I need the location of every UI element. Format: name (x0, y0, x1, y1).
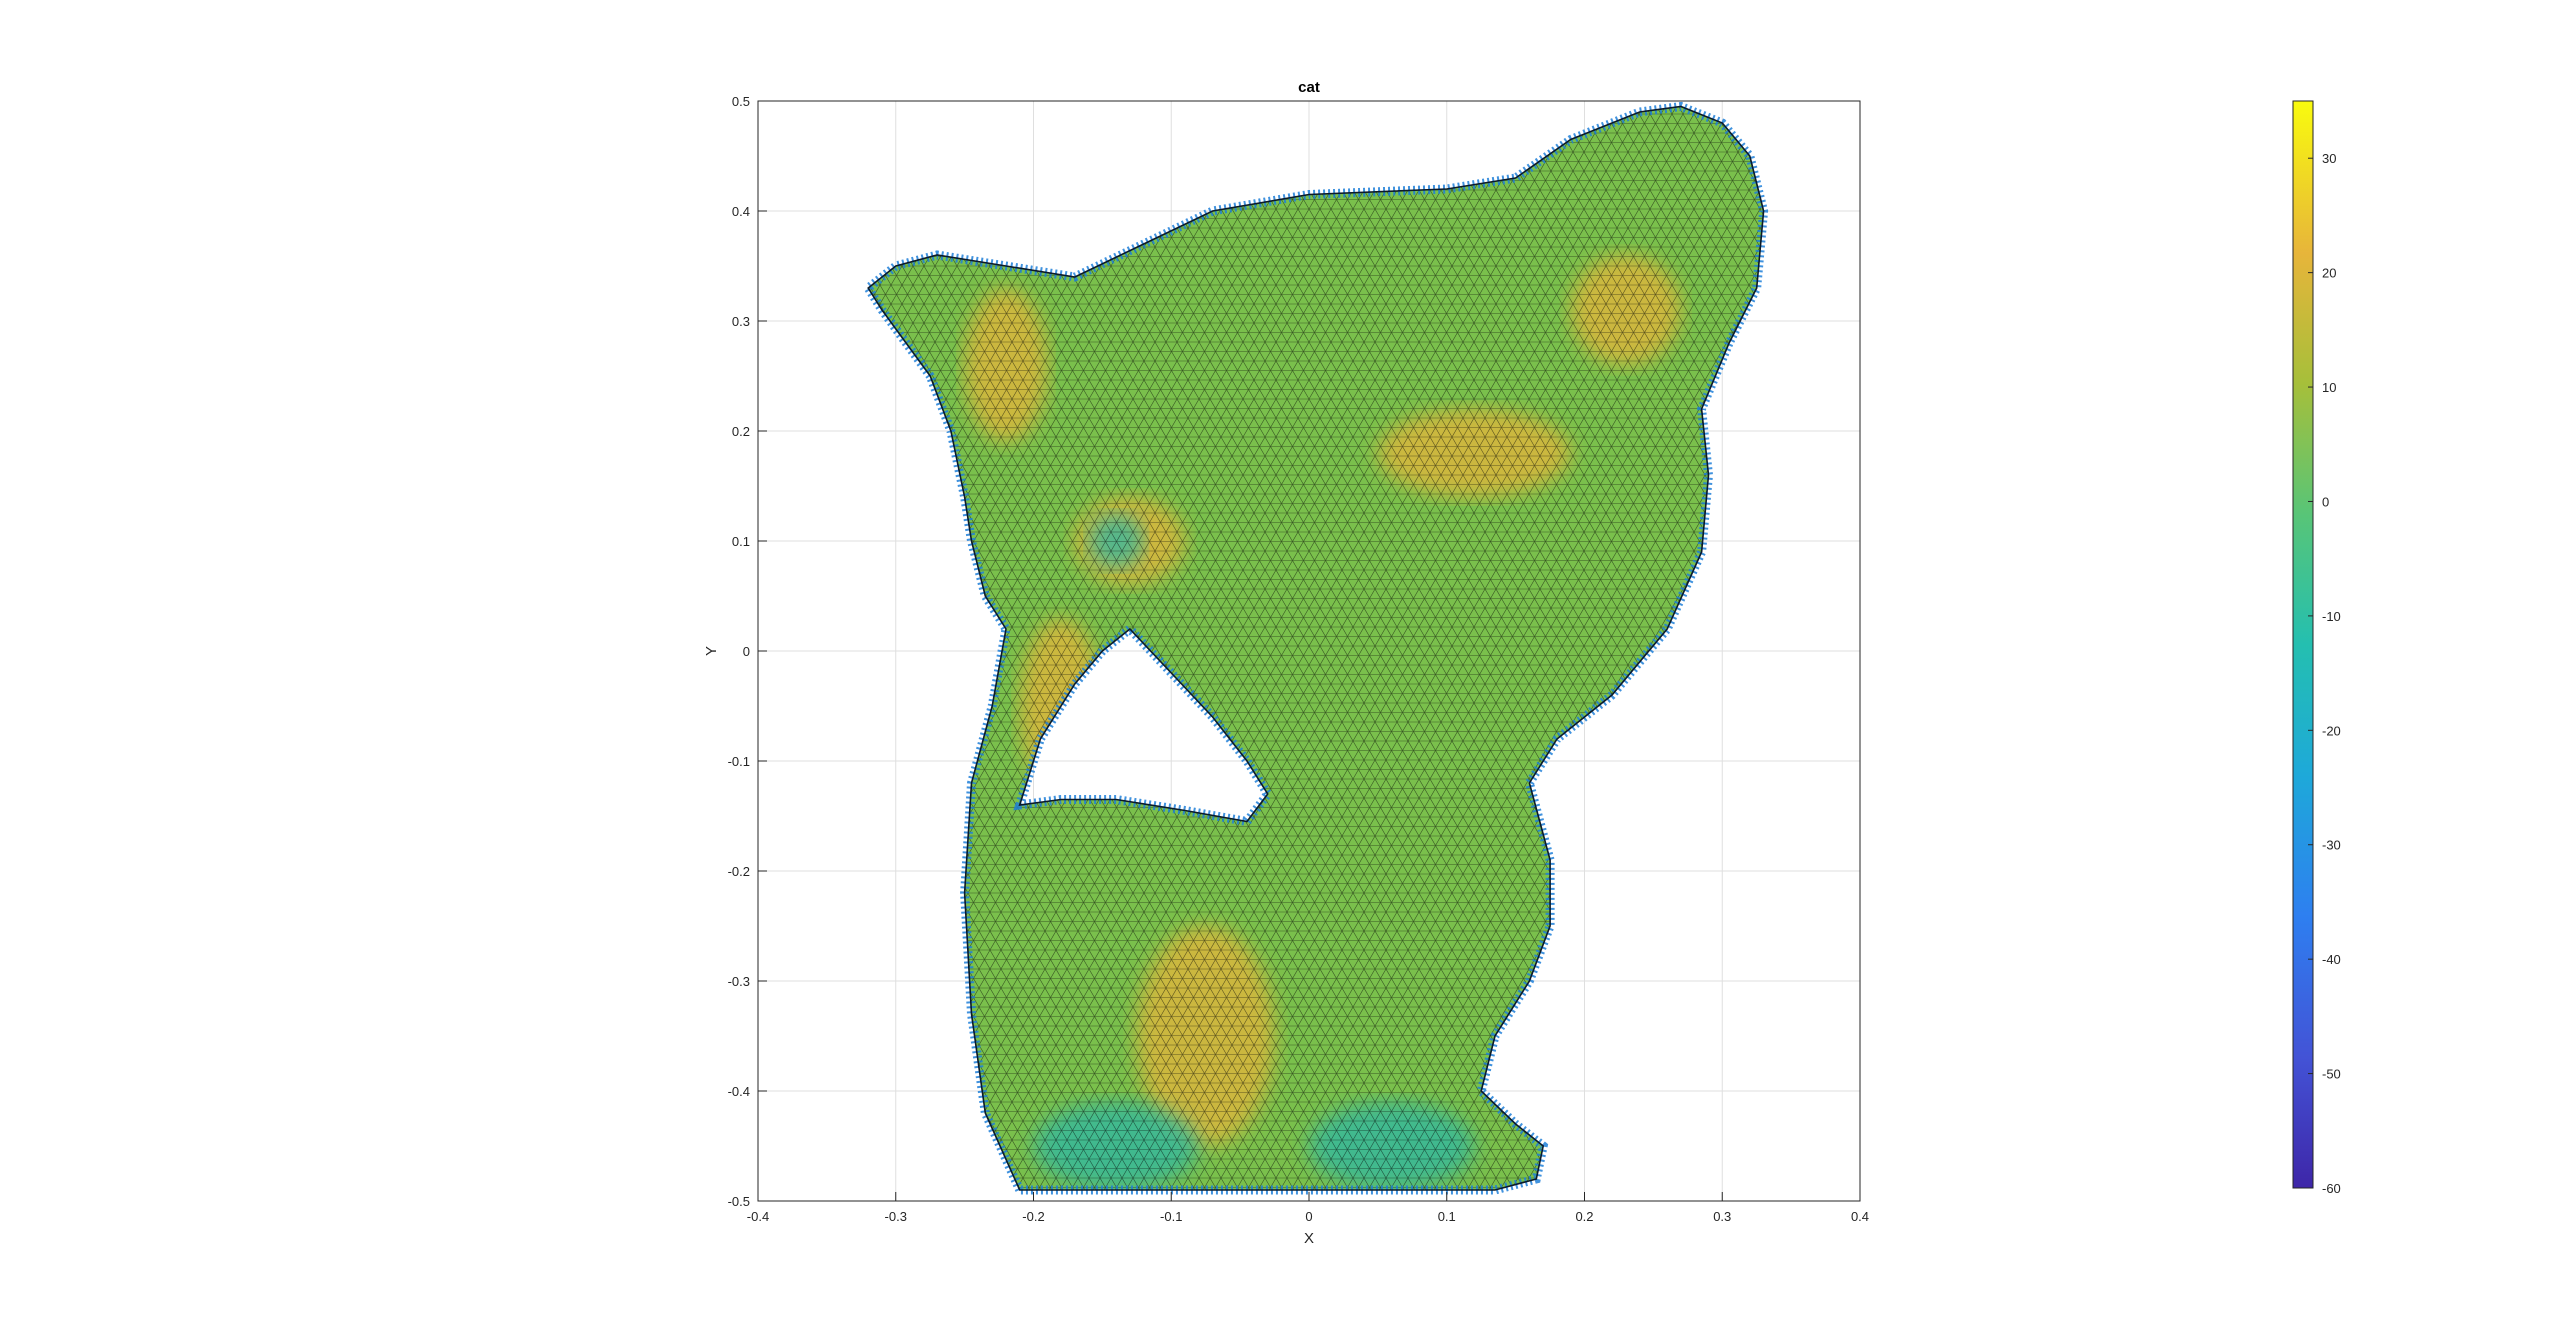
x-tick-label: -0.3 (885, 1209, 907, 1224)
y-tick-label: -0.1 (728, 754, 750, 769)
x-tick-label: 0.2 (1575, 1209, 1593, 1224)
y-tick-label: -0.5 (728, 1194, 750, 1209)
y-tick-label: 0.5 (732, 94, 750, 109)
colorbar-tick-label: -50 (2322, 1067, 2341, 1082)
colorbar: -60 -50 -40 -30 -20 -10 0 10 20 30 (2292, 100, 2341, 1196)
colorbar-tick-label: -20 (2322, 723, 2341, 738)
chart-title: cat (1298, 79, 1320, 96)
y-tick-label: 0.2 (732, 424, 750, 439)
colorbar-tick-label: 10 (2322, 380, 2336, 395)
x-tick-label: 0.1 (1438, 1209, 1456, 1224)
y-tick-labels: -0.5 -0.4 -0.3 -0.2 -0.1 0 0.1 0.2 0.3 0.4 0.5 (728, 94, 767, 1209)
x-tick-label: 0 (1305, 1209, 1312, 1224)
colorbar-tick-label: -40 (2322, 952, 2341, 967)
y-tick-label: 0 (743, 644, 750, 659)
colorbar-tick-label: -60 (2322, 1181, 2341, 1196)
y-tick-label: 0.1 (732, 534, 750, 549)
y-tick-label: 0.4 (732, 204, 750, 219)
colorbar-gradient (2292, 100, 2314, 1189)
y-axis-label: Y (703, 646, 720, 656)
y-tick-label: -0.4 (728, 1084, 750, 1099)
colorbar-tick-label: 30 (2322, 151, 2336, 166)
x-tick-label: 0.3 (1713, 1209, 1731, 1224)
x-tick-labels: -0.4 -0.3 -0.2 -0.1 0 0.1 0.2 0.3 0.4 (747, 1192, 1869, 1224)
colorbar-tick-label: 0 (2322, 494, 2329, 509)
cat-outline (867, 105, 1765, 1191)
colorbar-tick-label: -10 (2322, 609, 2341, 624)
main-axes: -0.4 -0.3 -0.2 -0.1 0 0.1 0.2 0.3 0.4 -0.5-0.4-0… (703, 79, 1869, 1247)
colorbar-tick-label: 20 (2322, 266, 2336, 281)
triangle-mesh (868, 106, 1764, 1190)
y-tick-label: -0.2 (728, 864, 750, 879)
x-tick-label: -0.2 (1022, 1209, 1044, 1224)
colorbar-tick-labels: -60 -50 -40 -30 -20 -10 0 10 20 30 (2308, 151, 2341, 1196)
x-tick-label: 0.4 (1851, 1209, 1869, 1224)
cat-mesh-surface (862, 101, 1769, 1195)
x-axis-label: X (1304, 1230, 1314, 1247)
colorbar-tick-label: -30 (2322, 838, 2341, 853)
x-tick-label: -0.4 (747, 1209, 769, 1224)
x-tick-label: -0.1 (1160, 1209, 1182, 1224)
y-tick-label: -0.3 (728, 974, 750, 989)
y-tick-label: 0.3 (732, 314, 750, 329)
